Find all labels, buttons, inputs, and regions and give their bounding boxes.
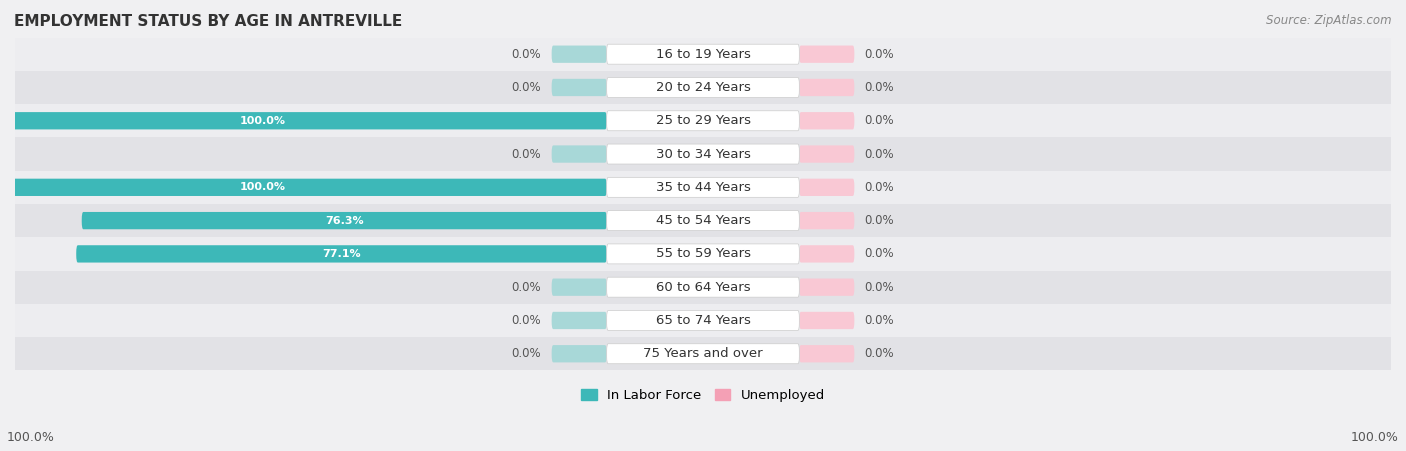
FancyBboxPatch shape	[800, 112, 855, 129]
Text: 0.0%: 0.0%	[512, 48, 541, 61]
Text: EMPLOYMENT STATUS BY AGE IN ANTREVILLE: EMPLOYMENT STATUS BY AGE IN ANTREVILLE	[14, 14, 402, 28]
Text: 45 to 54 Years: 45 to 54 Years	[655, 214, 751, 227]
FancyBboxPatch shape	[551, 46, 606, 63]
FancyBboxPatch shape	[0, 179, 606, 196]
Text: 75 Years and over: 75 Years and over	[643, 347, 763, 360]
Text: 100.0%: 100.0%	[239, 182, 285, 192]
Text: 25 to 29 Years: 25 to 29 Years	[655, 114, 751, 127]
FancyBboxPatch shape	[800, 145, 855, 163]
Bar	[15, 204, 1391, 237]
Bar	[15, 104, 1391, 138]
FancyBboxPatch shape	[551, 145, 606, 163]
Text: 0.0%: 0.0%	[865, 81, 894, 94]
FancyBboxPatch shape	[606, 277, 800, 297]
FancyBboxPatch shape	[82, 212, 606, 229]
FancyBboxPatch shape	[606, 211, 800, 230]
FancyBboxPatch shape	[606, 244, 800, 264]
Text: 0.0%: 0.0%	[865, 314, 894, 327]
Bar	[15, 138, 1391, 170]
Text: 0.0%: 0.0%	[865, 281, 894, 294]
FancyBboxPatch shape	[606, 177, 800, 198]
FancyBboxPatch shape	[800, 179, 855, 196]
Text: 60 to 64 Years: 60 to 64 Years	[655, 281, 751, 294]
Text: 0.0%: 0.0%	[865, 147, 894, 161]
Bar	[15, 37, 1391, 71]
Bar	[15, 71, 1391, 104]
Text: 30 to 34 Years: 30 to 34 Years	[655, 147, 751, 161]
Text: 100.0%: 100.0%	[1351, 431, 1399, 444]
Text: 20 to 24 Years: 20 to 24 Years	[655, 81, 751, 94]
Text: 0.0%: 0.0%	[512, 81, 541, 94]
Text: 0.0%: 0.0%	[865, 347, 894, 360]
FancyBboxPatch shape	[800, 46, 855, 63]
Text: 16 to 19 Years: 16 to 19 Years	[655, 48, 751, 61]
Text: 0.0%: 0.0%	[865, 248, 894, 260]
Text: 0.0%: 0.0%	[512, 314, 541, 327]
Bar	[15, 337, 1391, 370]
Bar	[15, 271, 1391, 304]
Text: 0.0%: 0.0%	[865, 181, 894, 194]
FancyBboxPatch shape	[800, 212, 855, 229]
Text: 0.0%: 0.0%	[512, 281, 541, 294]
Text: 76.3%: 76.3%	[325, 216, 364, 226]
Text: 0.0%: 0.0%	[865, 114, 894, 127]
Bar	[15, 304, 1391, 337]
FancyBboxPatch shape	[606, 111, 800, 131]
FancyBboxPatch shape	[0, 112, 606, 129]
FancyBboxPatch shape	[606, 344, 800, 364]
FancyBboxPatch shape	[800, 345, 855, 363]
Bar	[15, 170, 1391, 204]
FancyBboxPatch shape	[551, 312, 606, 329]
Bar	[15, 237, 1391, 271]
FancyBboxPatch shape	[551, 79, 606, 96]
Legend: In Labor Force, Unemployed: In Labor Force, Unemployed	[575, 383, 831, 407]
Text: 35 to 44 Years: 35 to 44 Years	[655, 181, 751, 194]
FancyBboxPatch shape	[606, 310, 800, 331]
FancyBboxPatch shape	[606, 44, 800, 64]
FancyBboxPatch shape	[800, 279, 855, 296]
FancyBboxPatch shape	[76, 245, 606, 262]
FancyBboxPatch shape	[800, 312, 855, 329]
Text: 77.1%: 77.1%	[322, 249, 361, 259]
Text: 100.0%: 100.0%	[7, 431, 55, 444]
Text: 0.0%: 0.0%	[512, 147, 541, 161]
Text: 65 to 74 Years: 65 to 74 Years	[655, 314, 751, 327]
Text: 0.0%: 0.0%	[865, 214, 894, 227]
FancyBboxPatch shape	[606, 144, 800, 164]
FancyBboxPatch shape	[800, 245, 855, 262]
FancyBboxPatch shape	[551, 345, 606, 363]
Text: Source: ZipAtlas.com: Source: ZipAtlas.com	[1267, 14, 1392, 27]
Text: 100.0%: 100.0%	[239, 116, 285, 126]
FancyBboxPatch shape	[800, 79, 855, 96]
Text: 0.0%: 0.0%	[865, 48, 894, 61]
Text: 0.0%: 0.0%	[512, 347, 541, 360]
FancyBboxPatch shape	[551, 279, 606, 296]
Text: 55 to 59 Years: 55 to 59 Years	[655, 248, 751, 260]
FancyBboxPatch shape	[606, 78, 800, 97]
